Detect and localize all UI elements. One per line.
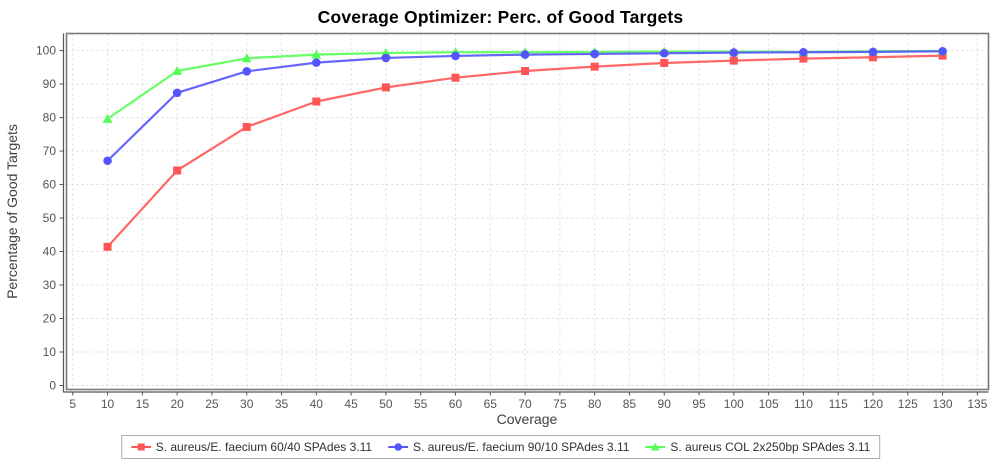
legend-square-icon bbox=[130, 443, 151, 451]
data-point-marker bbox=[938, 51, 947, 60]
tick-labels: 5 10 15 20 25 30 35 40 45 50 55 60 65 70 75 80 85 90 95 100… bbox=[36, 44, 988, 411]
data-point-marker bbox=[799, 54, 808, 63]
x-tick-label: 115 bbox=[829, 397, 848, 411]
data-point-marker bbox=[173, 166, 182, 175]
legend-label: S. aureus/E. faecium 90/10 SPAdes 3.11 bbox=[413, 440, 630, 454]
data-point-marker bbox=[394, 443, 402, 451]
data-point-marker bbox=[312, 97, 321, 106]
legend-label: S. aureus COL 2x250bp SPAdes 3.11 bbox=[670, 440, 871, 454]
legend-item-2: S. aureus/E. faecium 90/10 SPAdes 3.11 bbox=[388, 440, 629, 454]
data-point-marker bbox=[102, 113, 113, 123]
x-tick-label: 120 bbox=[863, 397, 883, 411]
plot-border bbox=[65, 32, 990, 391]
x-tick-label: 130 bbox=[933, 397, 953, 411]
data-point-marker bbox=[103, 242, 112, 251]
data-point-marker bbox=[590, 62, 599, 71]
x-tick-label: 110 bbox=[794, 397, 813, 411]
x-tick-label: 75 bbox=[553, 397, 567, 411]
x-tick-label: 70 bbox=[518, 397, 532, 411]
x-tick-label: 40 bbox=[310, 397, 324, 411]
x-tick-label: 45 bbox=[344, 397, 358, 411]
x-tick-label: 125 bbox=[898, 397, 918, 411]
data-point-marker bbox=[242, 67, 252, 76]
x-tick-label: 15 bbox=[136, 397, 150, 411]
legend-label: S. aureus/E. faecium 60/40 SPAdes 3.11 bbox=[155, 440, 373, 454]
data-point-marker bbox=[381, 53, 391, 63]
gridlines bbox=[66, 33, 989, 390]
x-tick-label: 35 bbox=[275, 397, 289, 411]
axes bbox=[59, 32, 990, 396]
x-tick-label: 100 bbox=[724, 397, 744, 411]
data-point-marker bbox=[172, 88, 182, 98]
data-point-marker bbox=[651, 442, 660, 451]
y-tick-label: 40 bbox=[43, 245, 57, 259]
x-axis-label: Coverage bbox=[497, 411, 558, 427]
x-tick-label: 10 bbox=[101, 397, 115, 411]
legend: S. aureus/E. faecium 60/40 SPAdes 3.11 S.… bbox=[120, 435, 881, 459]
data-point-marker bbox=[799, 47, 808, 57]
y-tick-label: 60 bbox=[43, 178, 57, 192]
x-tick-label: 135 bbox=[967, 397, 987, 411]
series-circle bbox=[103, 46, 947, 166]
data-point-marker bbox=[103, 156, 112, 166]
y-tick-label: 30 bbox=[43, 278, 57, 292]
x-tick-label: 20 bbox=[170, 397, 184, 411]
data-point-marker bbox=[242, 122, 251, 131]
x-tick-label: 95 bbox=[692, 397, 706, 411]
legend-circle-icon bbox=[388, 443, 409, 451]
data-point-marker bbox=[451, 73, 460, 82]
data-point-marker bbox=[137, 443, 145, 451]
data-point-marker bbox=[660, 58, 669, 67]
y-tick-label: 80 bbox=[43, 111, 57, 125]
y-tick-label: 10 bbox=[43, 345, 57, 359]
data-point-marker bbox=[451, 51, 460, 61]
x-tick-label: 50 bbox=[379, 397, 393, 411]
x-tick-label: 105 bbox=[759, 397, 779, 411]
data-point-marker bbox=[868, 53, 877, 62]
data-point-marker bbox=[312, 58, 321, 67]
y-tick-label: 90 bbox=[43, 77, 57, 91]
x-tick-label: 25 bbox=[205, 397, 219, 411]
x-tick-label: 80 bbox=[588, 397, 602, 411]
y-tick-label: 0 bbox=[49, 378, 56, 392]
legend-triangle-icon bbox=[645, 442, 666, 451]
series-square bbox=[103, 51, 947, 251]
y-tick-label: 100 bbox=[36, 44, 56, 58]
data-point-marker bbox=[938, 46, 947, 56]
plot-area: 5 10 15 20 25 30 35 40 45 50 55 60 65 70 75 80 85 90 95 100… bbox=[4, 32, 990, 427]
data-point-marker bbox=[521, 67, 530, 76]
data-point-marker bbox=[172, 66, 183, 76]
y-tick-label: 70 bbox=[43, 144, 57, 158]
legend-item-3: S. aureus COL 2x250bp SPAdes 3.11 bbox=[645, 440, 870, 454]
data-point-marker bbox=[311, 49, 322, 59]
x-tick-label: 5 bbox=[69, 397, 76, 411]
x-tick-label: 60 bbox=[449, 397, 463, 411]
legend-item-1: S. aureus/E. faecium 60/40 SPAdes 3.11 bbox=[130, 440, 373, 454]
y-tick-label: 20 bbox=[43, 312, 57, 326]
data-point-marker bbox=[381, 83, 390, 92]
data-point-marker bbox=[868, 47, 878, 57]
data-point-marker bbox=[241, 53, 252, 63]
x-tick-label: 85 bbox=[623, 397, 637, 411]
y-axis-label: Percentage of Good Targets bbox=[4, 124, 20, 299]
data-point-marker bbox=[659, 48, 669, 58]
x-tick-label: 30 bbox=[240, 397, 254, 411]
x-tick-label: 65 bbox=[484, 397, 498, 411]
x-tick-label: 55 bbox=[414, 397, 428, 411]
data-series bbox=[102, 45, 948, 251]
data-point-marker bbox=[729, 56, 738, 65]
x-tick-label: 90 bbox=[658, 397, 672, 411]
data-point-marker bbox=[520, 50, 530, 59]
chart-title: Coverage Optimizer: Perc. of Good Target… bbox=[317, 7, 684, 27]
y-tick-label: 50 bbox=[43, 211, 57, 225]
data-point-marker bbox=[590, 49, 599, 59]
data-point-marker bbox=[729, 48, 739, 57]
